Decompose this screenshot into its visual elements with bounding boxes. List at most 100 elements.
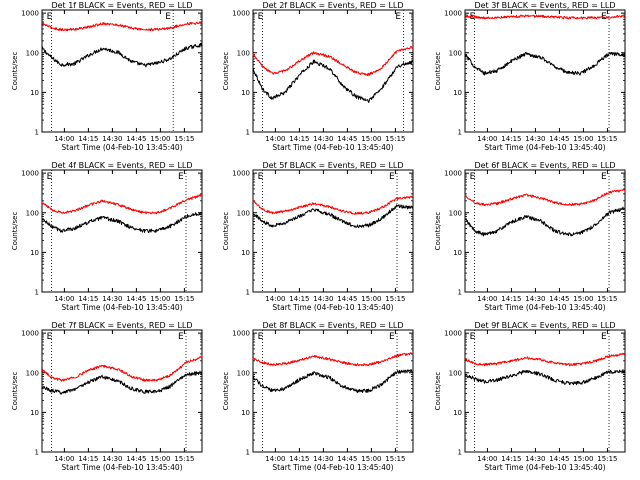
y-tick-label: 10 xyxy=(241,89,250,97)
x-axis-label: Start Time (04-Feb-10 13:45:40) xyxy=(272,303,393,312)
x-tick-label: 15:15 xyxy=(597,455,617,463)
y-tick-label: 10 xyxy=(30,89,39,97)
x-tick-label: 15:15 xyxy=(174,295,194,303)
plot-frame xyxy=(464,169,626,293)
y-tick-label: 1 xyxy=(458,289,462,297)
plot-frame xyxy=(464,9,626,133)
x-tick-label: 14:00 xyxy=(265,295,285,303)
lld-series-line xyxy=(252,195,414,215)
x-tick-label: 15:15 xyxy=(174,135,194,143)
x-tick-label: 14:00 xyxy=(477,455,497,463)
y-tick-label: 10 xyxy=(453,409,462,417)
x-axis-label: Start Time (04-Feb-10 13:45:40) xyxy=(484,463,605,472)
lld-series-line xyxy=(41,355,203,382)
y-tick-label: 10 xyxy=(453,89,462,97)
y-tick-label: 1 xyxy=(35,289,39,297)
x-tick-label: 14:15 xyxy=(289,135,309,143)
x-tick-label: 14:45 xyxy=(549,295,569,303)
panel-title: Det 1f BLACK = Events, RED = LLD xyxy=(51,1,192,10)
x-tick-label: 14:15 xyxy=(501,455,521,463)
event-end-marker: E xyxy=(178,332,184,342)
y-tick-label: 1 xyxy=(458,449,462,457)
y-tick-label: 1000 xyxy=(444,10,462,18)
events-series-line xyxy=(252,204,414,229)
x-axis-label: Start Time (04-Feb-10 13:45:40) xyxy=(61,463,182,472)
x-tick-label: 14:45 xyxy=(549,135,569,143)
y-tick-label: 1000 xyxy=(21,170,39,178)
y-tick-label: 10 xyxy=(241,249,250,257)
y-axis-label: Counts/sec xyxy=(434,372,442,411)
x-tick-label: 14:45 xyxy=(126,135,146,143)
x-tick-label: 14:15 xyxy=(78,135,98,143)
lld-series-line xyxy=(252,45,414,77)
lld-series-line xyxy=(464,14,626,20)
y-tick-label: 10 xyxy=(30,249,39,257)
y-tick-label: 100 xyxy=(449,369,462,377)
x-tick-label: 14:15 xyxy=(78,455,98,463)
x-tick-label: 14:30 xyxy=(102,455,122,463)
x-tick-label: 14:15 xyxy=(289,295,309,303)
x-tick-label: 15:15 xyxy=(597,135,617,143)
y-tick-label: 100 xyxy=(449,209,462,217)
plot-frame xyxy=(252,169,414,293)
x-tick-label: 14:00 xyxy=(477,135,497,143)
lld-series-line xyxy=(41,21,203,32)
event-start-marker: E xyxy=(47,12,53,22)
x-tick-label: 15:00 xyxy=(573,135,593,143)
y-tick-label: 1000 xyxy=(444,330,462,338)
panel-title: Det 7f BLACK = Events, RED = LLD xyxy=(51,321,192,330)
x-tick-label: 15:15 xyxy=(385,295,405,303)
y-tick-label: 1000 xyxy=(232,10,250,18)
event-end-marker: E xyxy=(395,12,401,22)
panel-1: Det 1f BLACK = Events, RED = LLD 1 10 100 10… xyxy=(11,1,203,152)
x-tick-label: 14:30 xyxy=(102,295,122,303)
x-tick-label: 14:45 xyxy=(126,295,146,303)
y-axis-label: Counts/sec xyxy=(222,372,230,411)
x-tick-label: 14:30 xyxy=(313,295,333,303)
x-tick-label: 14:45 xyxy=(126,455,146,463)
x-axis-label: Start Time (04-Feb-10 13:45:40) xyxy=(272,463,393,472)
x-tick-label: 14:30 xyxy=(525,295,545,303)
y-tick-label: 100 xyxy=(237,369,250,377)
y-tick-label: 10 xyxy=(241,409,250,417)
panel-4: Det 4f BLACK = Events, RED = LLD 1 10 100 10… xyxy=(11,161,203,312)
events-series-line xyxy=(464,206,626,237)
y-axis-label: Counts/sec xyxy=(434,212,442,251)
panel-6: Det 6f BLACK = Events, RED = LLD 1 10 100 10… xyxy=(434,161,626,312)
x-tick-label: 14:30 xyxy=(525,135,545,143)
event-end-marker: E xyxy=(178,172,184,182)
events-series-line xyxy=(252,369,414,394)
x-tick-label: 14:30 xyxy=(525,455,545,463)
panel-title: Det 3f BLACK = Events, RED = LLD xyxy=(474,1,615,10)
y-axis-label: Counts/sec xyxy=(222,52,230,91)
x-tick-label: 15:00 xyxy=(573,295,593,303)
panel-title: Det 4f BLACK = Events, RED = LLD xyxy=(51,161,192,170)
x-tick-label: 14:15 xyxy=(78,295,98,303)
events-series-line xyxy=(41,370,203,395)
event-start-marker: E xyxy=(47,332,53,342)
x-tick-label: 14:30 xyxy=(102,135,122,143)
events-series-line xyxy=(464,369,626,386)
panel-title: Det 2f BLACK = Events, RED = LLD xyxy=(262,1,403,10)
event-end-marker: E xyxy=(165,12,171,22)
x-tick-label: 15:00 xyxy=(361,135,381,143)
events-series-line xyxy=(252,59,414,103)
plot-frame xyxy=(41,169,203,293)
x-tick-label: 15:15 xyxy=(597,295,617,303)
x-axis-label: Start Time (04-Feb-10 13:45:40) xyxy=(61,143,182,152)
y-axis-label: Counts/sec xyxy=(11,372,19,411)
x-axis-label: Start Time (04-Feb-10 13:45:40) xyxy=(272,143,393,152)
x-tick-label: 14:45 xyxy=(337,135,357,143)
y-tick-label: 1 xyxy=(35,129,39,137)
plot-frame xyxy=(41,329,203,453)
x-tick-label: 15:00 xyxy=(573,455,593,463)
x-tick-label: 15:00 xyxy=(361,455,381,463)
y-tick-label: 100 xyxy=(237,49,250,57)
panel-title: Det 6f BLACK = Events, RED = LLD xyxy=(474,161,615,170)
x-axis-label: Start Time (04-Feb-10 13:45:40) xyxy=(484,143,605,152)
y-tick-label: 100 xyxy=(449,49,462,57)
x-tick-label: 14:15 xyxy=(501,135,521,143)
y-tick-label: 1000 xyxy=(232,170,250,178)
events-series-line xyxy=(464,51,626,76)
events-series-line xyxy=(41,42,203,68)
